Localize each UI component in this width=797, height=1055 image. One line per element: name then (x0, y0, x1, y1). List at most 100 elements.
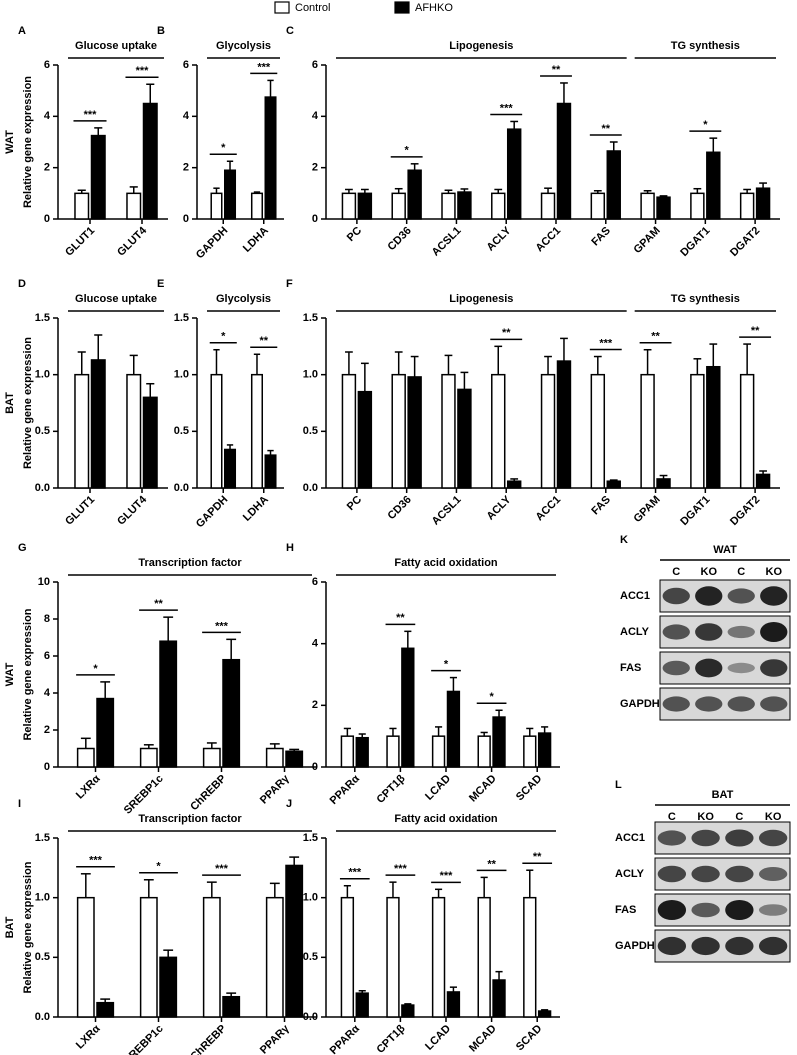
significance-label: * (221, 331, 226, 343)
x-tick-label: GPAM (631, 494, 662, 525)
significance-label: *** (599, 337, 613, 349)
significance-label: * (444, 658, 449, 670)
blot-band (657, 900, 687, 920)
bar (210, 192, 223, 220)
significance-label: *** (136, 65, 150, 77)
tissue-label: WAT (4, 130, 16, 154)
legend-swatch (274, 1, 290, 14)
y-tick-label: 1.5 (303, 312, 318, 324)
blot-band (758, 867, 788, 881)
lane-label: C (668, 811, 676, 823)
x-tick-label: CD36 (385, 494, 413, 522)
panel-letter: E (157, 278, 164, 290)
blot-row-label: ACC1 (620, 590, 650, 602)
x-tick-label: DGAT1 (678, 494, 712, 528)
blot-band (760, 622, 788, 642)
bar (159, 640, 178, 768)
y-tick-label: 0.0 (35, 1011, 50, 1023)
blot-band (695, 658, 723, 678)
blot-band (758, 904, 788, 916)
blot-band (758, 936, 788, 956)
significance-label: * (405, 145, 410, 157)
y-axis-label: Relative gene expression (22, 608, 34, 740)
significance-label: *** (500, 102, 514, 114)
bar (537, 1010, 552, 1018)
bar (96, 1001, 115, 1018)
blot-row-label: FAS (615, 904, 636, 916)
bar (340, 735, 355, 768)
bar (90, 359, 106, 489)
blot-band (695, 586, 723, 606)
bar (556, 360, 572, 489)
x-tick-label: GLUT4 (115, 493, 150, 528)
bar (656, 478, 671, 489)
bar (250, 373, 264, 489)
blot-band (725, 865, 754, 883)
blot-band (725, 900, 754, 920)
y-tick-label: 0.0 (174, 482, 189, 494)
bar (540, 192, 556, 220)
bar (139, 896, 158, 1018)
x-tick-label: SCAD (514, 773, 545, 804)
x-tick-label: FAS (589, 225, 613, 249)
x-tick-label: ACSL1 (430, 225, 464, 259)
bar (126, 192, 142, 220)
bar (401, 1004, 415, 1018)
bar (74, 192, 90, 220)
y-tick-label: 0.0 (35, 482, 50, 494)
blot-row-label: ACLY (620, 626, 650, 638)
x-tick-label: PPARγ (258, 1022, 292, 1055)
x-tick-label: GAPDH (194, 225, 231, 262)
bar (285, 750, 304, 768)
x-tick-label: ACLY (484, 224, 513, 253)
significance-label: ** (487, 858, 496, 870)
y-tick-label: 1.5 (35, 312, 50, 324)
group-title: Fatty acid oxidation (394, 813, 498, 825)
bar (202, 747, 221, 768)
y-tick-label: 1.5 (174, 312, 189, 324)
panel-letter: C (286, 25, 294, 37)
bar (355, 736, 369, 768)
bar (222, 995, 241, 1018)
y-tick-label: 6 (44, 59, 50, 71)
y-tick-label: 6 (44, 650, 50, 662)
bar (222, 658, 241, 768)
y-tick-label: 0.0 (303, 1011, 318, 1023)
blot-row-label: FAS (620, 662, 641, 674)
blot-row-label: ACC1 (615, 832, 645, 844)
significance-label: ** (502, 327, 511, 339)
blot-band (691, 829, 720, 847)
bar (690, 373, 705, 489)
y-axis-label: Relative gene expression (22, 337, 34, 469)
x-tick-label: PPARα (328, 1023, 362, 1055)
bar (357, 390, 373, 489)
y-tick-label: 8 (44, 613, 50, 625)
x-tick-label: MCAD (467, 773, 499, 805)
x-tick-label: GPAM (631, 225, 662, 256)
panel-letter: H (286, 542, 294, 554)
bar (74, 373, 90, 489)
blot-band (691, 902, 720, 918)
bar (606, 480, 621, 489)
bar (264, 96, 277, 220)
bar (540, 373, 556, 489)
x-tick-label: ChREBP (188, 1023, 228, 1055)
blot-band (695, 696, 723, 712)
panel-letter: B (157, 25, 165, 37)
bar (537, 732, 552, 768)
y-tick-label: 4 (44, 687, 51, 699)
group-title: Glucose uptake (75, 293, 157, 305)
bar (285, 864, 304, 1018)
blot-row-label: ACLY (615, 868, 645, 880)
y-tick-label: 4 (183, 110, 190, 122)
blot-band (657, 830, 687, 846)
group-title: Glycolysis (216, 293, 271, 305)
significance-label: ** (154, 598, 163, 610)
bar (706, 151, 721, 220)
y-tick-label: 1.0 (35, 892, 50, 904)
group-title: Transcription factor (138, 813, 242, 825)
panel-letter: K (620, 534, 628, 546)
x-tick-label: CPT1β (374, 772, 407, 805)
bar (606, 150, 621, 220)
bar (126, 373, 142, 489)
